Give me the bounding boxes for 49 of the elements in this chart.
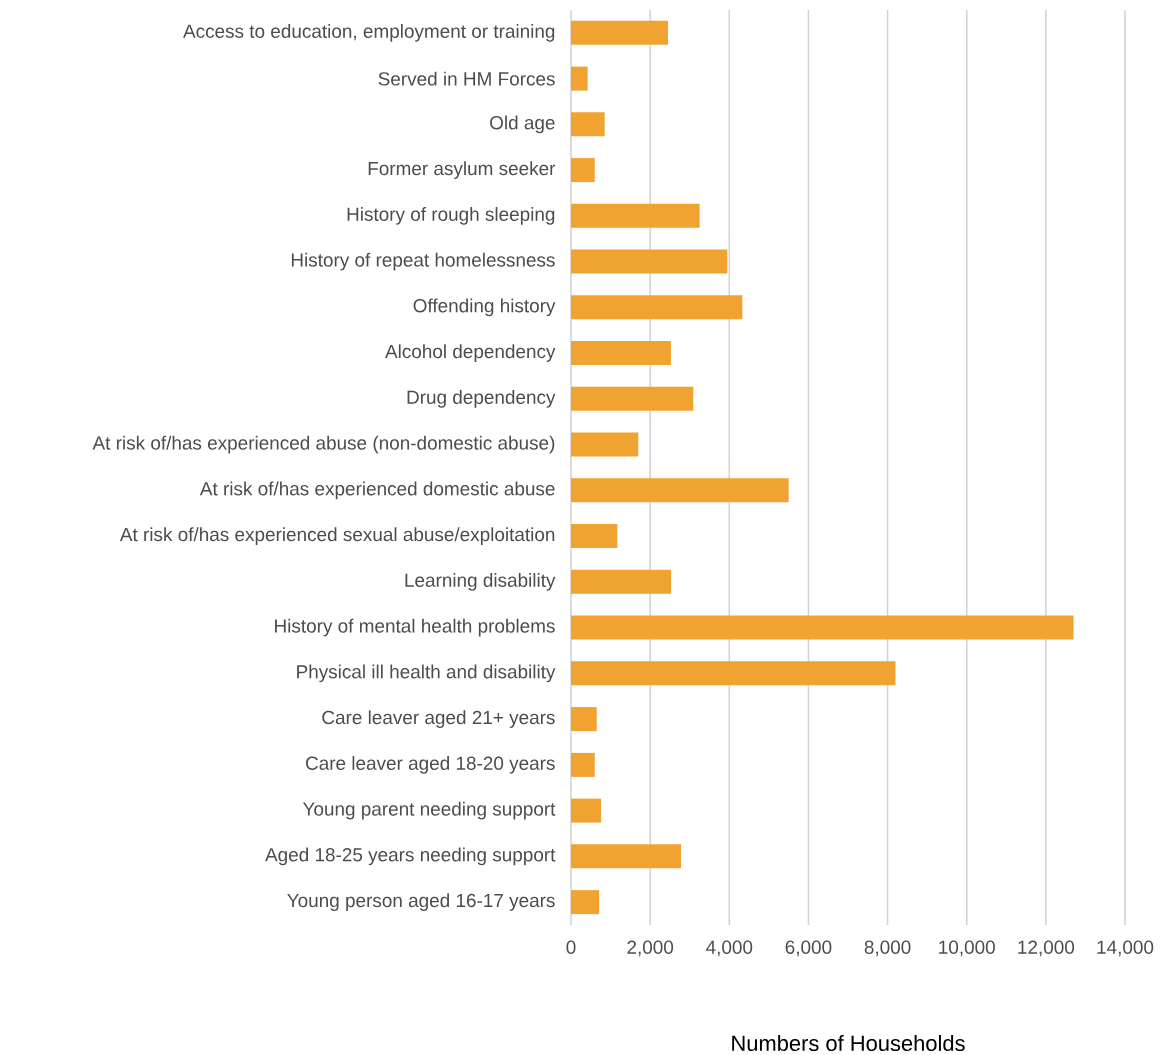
y-tick-label: Aged 18-25 years needing support	[265, 847, 556, 866]
y-tick-label: Access to education, employment or training	[183, 24, 555, 42]
y-tick-label: Served in HM Forces	[378, 71, 555, 86]
y-tick-label: Drug dependency	[407, 390, 556, 408]
bar	[571, 798, 602, 823]
y-tick-label: At risk of/has experienced sexual abuse/exploitation	[119, 527, 555, 545]
bar	[571, 341, 671, 366]
bar	[571, 112, 605, 137]
y-tick-label: At risk of/has experienced abuse (non-domestic abuse)	[92, 435, 555, 454]
bar	[571, 478, 789, 503]
bar	[571, 66, 588, 91]
bar	[571, 295, 743, 320]
y-tick-label: Physical ill health and disability	[297, 664, 556, 683]
bar	[571, 752, 595, 777]
bar	[571, 569, 672, 594]
y-tick-label: Offending history	[413, 298, 556, 317]
y-tick-label: Care leaver aged 21+ years	[322, 710, 555, 728]
y-tick-label: History of repeat homelessness	[291, 252, 555, 271]
y-tick-label: Alcohol dependency	[385, 344, 556, 362]
bar	[571, 615, 1074, 640]
bar	[571, 707, 597, 732]
x-tick-label: 12,000	[1018, 940, 1075, 957]
x-axis-title: Numbers of Households	[732, 1034, 965, 1052]
y-tick-label: Old age	[490, 115, 555, 134]
bar	[571, 432, 639, 457]
bar	[571, 524, 618, 549]
bar	[571, 158, 595, 183]
y-tick-label: Young parent needing support	[302, 801, 556, 820]
y-tick-label: History of rough sleeping	[347, 207, 555, 225]
x-tick-label: 8,000	[864, 940, 911, 957]
x-tick-label: 4,000	[706, 940, 753, 957]
y-tick-label: History of mental health problems	[275, 618, 555, 637]
bar	[571, 20, 668, 45]
x-tick-label: 2,000	[627, 940, 674, 957]
x-tick-label: 10,000	[939, 940, 995, 957]
y-tick-label: Former asylum seeker	[368, 161, 556, 179]
x-tick-label: 6,000	[785, 940, 832, 957]
bar	[571, 203, 700, 228]
bar	[571, 661, 896, 686]
bar	[571, 386, 694, 411]
x-tick-label: 14,000	[1097, 940, 1154, 957]
y-tick-label: At risk of/has experienced domestic abuse	[199, 481, 555, 500]
y-tick-label: Learning disability	[405, 573, 556, 591]
bar	[571, 249, 728, 274]
y-tick-label: Care leaver aged 18-20 years	[306, 756, 555, 774]
y-tick-label: Young person aged 16-17 years	[287, 893, 555, 911]
bar	[571, 890, 600, 915]
x-tick-label: 0	[566, 940, 576, 954]
bar	[571, 844, 682, 869]
